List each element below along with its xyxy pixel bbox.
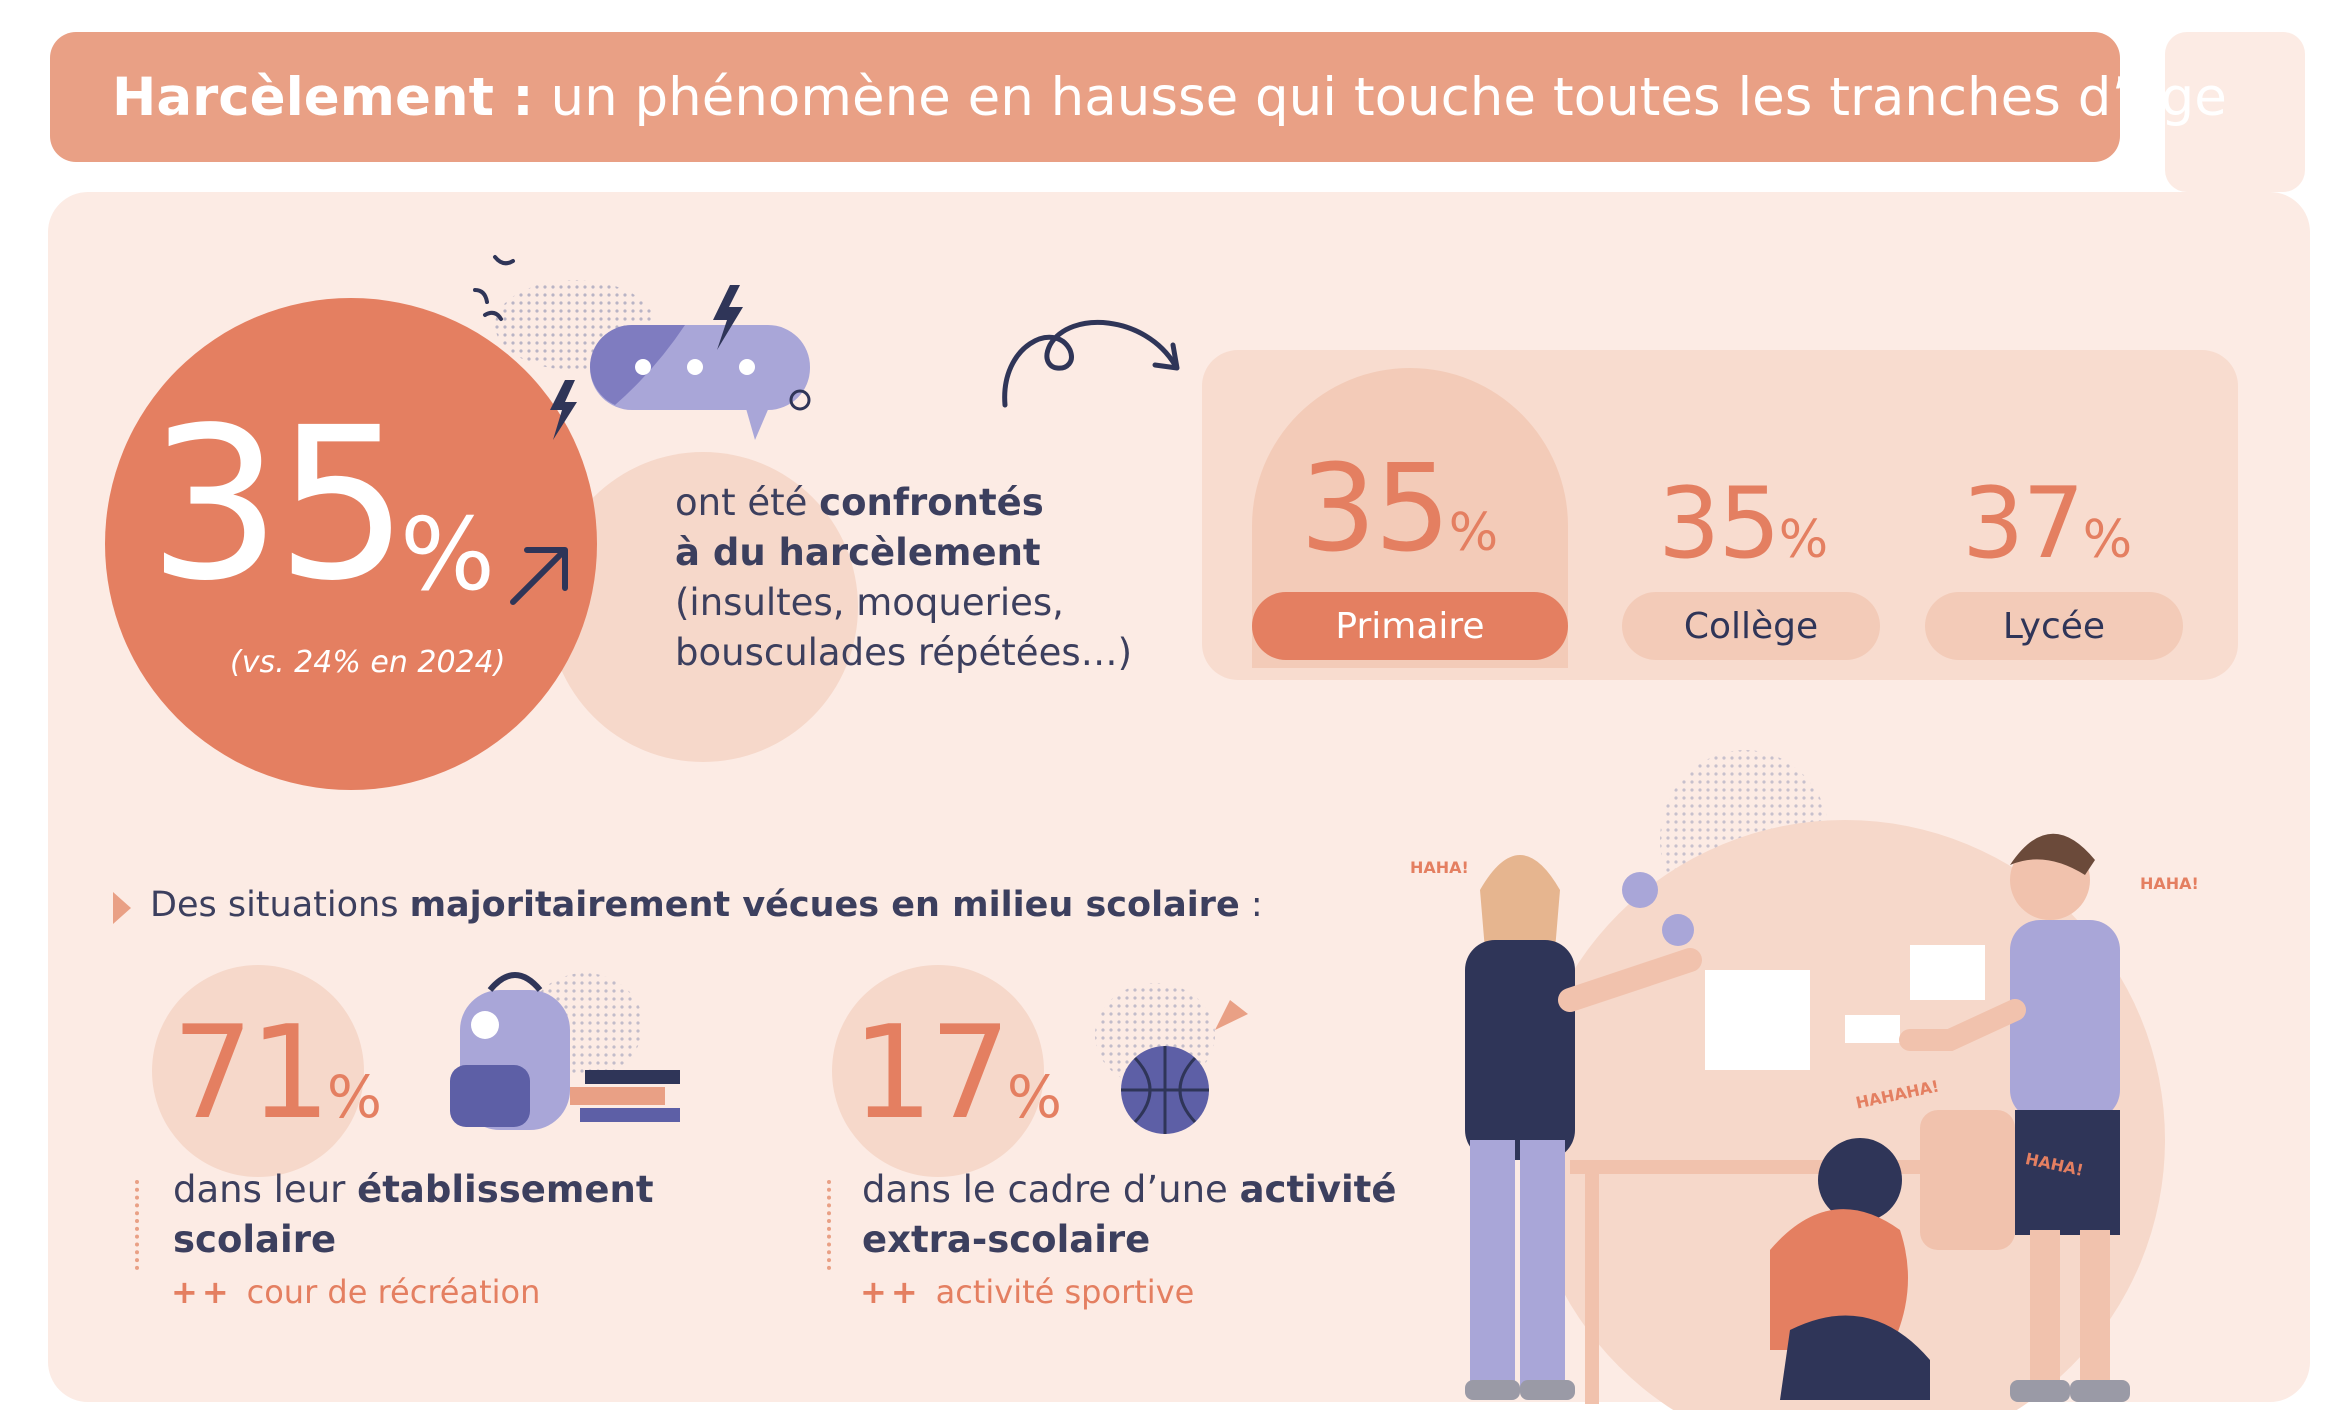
stat-school-detail: ++ cour de récréation xyxy=(171,1273,541,1311)
stat-extra-value: 17% xyxy=(852,999,1062,1148)
stat-school-value: 71% xyxy=(172,999,382,1148)
dotted-divider xyxy=(135,1180,143,1270)
dotted-divider-2 xyxy=(827,1180,835,1270)
panel-corner xyxy=(2165,32,2305,192)
level-lycee-label: Lycée xyxy=(1925,592,2183,660)
headline-description: ont été confrontés à du harcèlement (ins… xyxy=(675,481,1133,674)
title-bar: Harcèlement : un phénomène en hausse qui… xyxy=(50,32,2227,162)
haha-label-2: HAHA! xyxy=(2140,874,2199,893)
soft-circle xyxy=(548,452,858,762)
level-primaire-label: Primaire xyxy=(1252,592,1568,660)
haha-label-1: HAHA! xyxy=(1410,858,1469,877)
stat-extra-description: dans le cadre d’une activité extra-scola… xyxy=(862,1168,1397,1261)
backpack-books-icon xyxy=(450,972,680,1130)
headline-unit: % xyxy=(400,496,496,613)
trend-up-arrow-icon xyxy=(510,547,568,605)
page-title: Harcèlement : un phénomène en hausse qui… xyxy=(112,66,2227,128)
stat-circle-school xyxy=(152,965,364,1177)
bullying-scene-illustration xyxy=(1465,750,2165,1410)
stat-school-description: dans leur établissement scolaire xyxy=(173,1168,654,1261)
level-lycee-value: 37% xyxy=(1962,467,2133,581)
basketball-shuttlecock-icon xyxy=(1095,983,1248,1134)
level-college-value: 35% xyxy=(1658,467,1829,581)
stat-circle-extra xyxy=(832,965,1044,1177)
headline-circle xyxy=(105,298,597,790)
level-primaire-value: 35% xyxy=(1300,440,1499,579)
headline-comparison: (vs. 24% en 2024) xyxy=(230,645,506,680)
curly-arrow-icon xyxy=(1002,319,1180,408)
stat-extra-detail: ++ activité sportive xyxy=(860,1273,1195,1311)
chat-bubble-illustration xyxy=(473,255,811,440)
bullet-triangle-icon xyxy=(113,892,131,924)
situations-heading: Des situations majoritairement vécues en… xyxy=(150,885,1263,925)
level-college-label: Collège xyxy=(1622,592,1880,660)
headline-value: 35 xyxy=(148,382,409,627)
